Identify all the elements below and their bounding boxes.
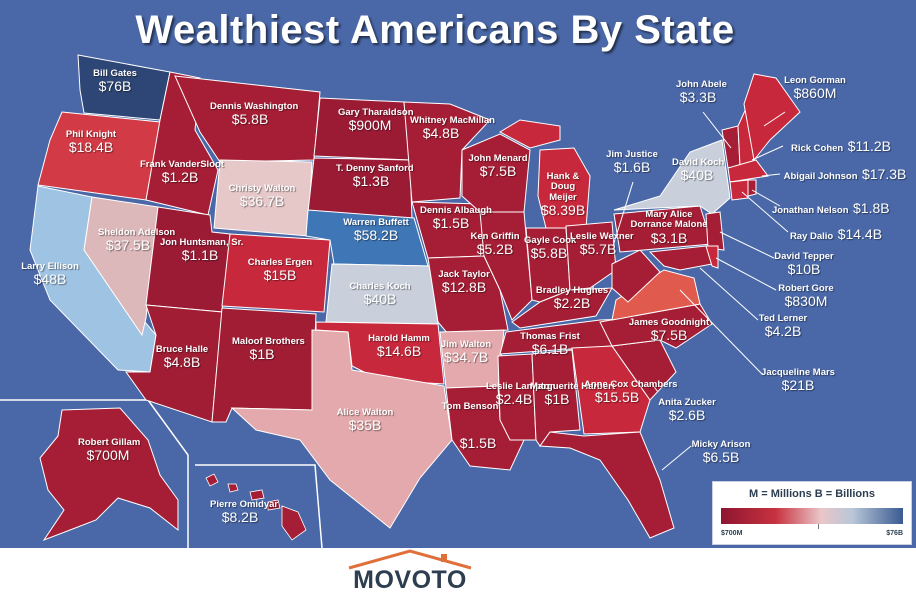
state-ny [613,139,731,215]
label-vt: John Abele $3.3B [676,79,727,106]
legend-min-label: $700M [721,530,743,537]
label-ks: Charles Koch $40B [349,281,411,308]
state-ri [747,179,757,197]
state-nm [211,307,317,423]
state-or [37,111,161,201]
state-ma [727,159,769,183]
state-ga [571,345,651,435]
label-sd: T. Denny Sanford $1.3B [336,163,414,190]
label-ne: Warren Buffett $58.2B [343,217,409,244]
label-wy: Christy Walton $36.7B [228,183,296,210]
label-mo: Jack Taylor $12.8B [438,269,490,296]
inset-frame-line [0,399,189,548]
label-id: Frank VanderSloot $1.2B [140,159,224,186]
label-co: Charles Ergen $15B [247,257,313,284]
state-fl [539,431,675,539]
label-me: Leon Gorman $860M [784,75,846,102]
state-ct [729,179,749,201]
legend-units: M = Millions B = Billions [749,488,875,500]
label-ar: Jim Walton $34.7B [440,339,492,366]
leader-lines [612,111,789,471]
state-wa [77,54,171,121]
state-co [221,233,331,313]
label-ak: Robert Gillam $700M [78,437,141,464]
label-oh: Leslie Wexner $5.7B [570,231,634,258]
state-hi [205,473,307,541]
label-az: Bruce Halle $4.8B [155,344,209,371]
label-ca: Larry Ellison $48B [21,261,79,288]
label-nj: David Tepper $10B [774,251,834,278]
label-md: Ted Lerner $4.2B [758,313,808,340]
state-mi-upper [498,119,561,149]
label-la-value: $1.5B [459,435,497,451]
legend-tick [818,524,819,529]
state-nv [83,196,159,337]
label-pa: Mary Alice Dorrance Malone $3.1B [630,209,708,246]
movoto-logo[interactable]: MOVOTO [353,566,467,594]
label-fl: Micky Arison $6.5B [691,439,751,466]
state-nj [705,211,725,251]
label-wa: Bill Gates $76B [93,68,137,95]
label-tx: Alice Walton $35B [336,407,394,434]
label-nm: Maloof Brothers $1B [232,336,305,363]
state-wv [611,249,661,303]
us-map [0,54,801,548]
legend-max-label: $76B [886,530,903,537]
label-nd: Gary Tharaldson $900M [338,107,414,134]
label-ia: Dennis Albaugh $1.5B [420,205,492,232]
label-de: Robert Gore $830M [778,283,834,310]
label-or: Phil Knight $18.4B [65,129,117,156]
label-ct: Ray Dalio $14.4B [789,226,883,242]
label-wi: John Menard $7.5B [468,153,528,180]
state-ms [497,353,537,441]
state-la [445,385,525,471]
label-in: Gayle Cook $5.8B [524,235,577,262]
label-ut: Jon Huntsman, Sr. $1.1B [160,237,244,264]
label-tn: Thomas Frist $6.1B [520,331,580,358]
state-tx [230,329,453,529]
label-ok: Harold Hamm $14.6B [368,333,430,360]
label-mn: Whitney MacMillan $4.8B [410,115,495,142]
state-oh [565,221,617,291]
state-md [648,245,713,271]
label-ms: Leslie Lampton $2.4B [486,381,556,408]
label-sc: Anita Zucker $2.6B [658,397,716,424]
label-ri: Jonathan Nelson $1.8B [772,200,890,216]
label-ky: Bradley Hughes $2.2B [535,285,609,312]
label-nh: Rick Cohen $11.2B [790,138,892,154]
inset-frame-line [195,464,323,548]
label-il: Ken Griffin $5.2B [470,231,520,258]
state-il [479,211,533,321]
label-ma: Abigail Johnson $17.3B [783,166,907,182]
label-va: Jacqueline Mars $21B [761,367,835,394]
page-title: Wealthiest Americans By State [135,8,735,52]
map-panel: Wealthiest Americans By State Bill Gates… [0,0,916,548]
label-nv: Sheldon Adelson $37.5B [98,227,176,254]
label-ny: David Koch $40B [672,157,725,184]
state-me [743,73,801,162]
state-ak [39,407,179,542]
house-roof-icon [348,549,472,570]
label-ga: Anne Cox Chambers $15.5B [584,379,678,406]
label-nc: James Goodnight $7.5B [628,317,710,344]
state-de [705,245,719,269]
legend-color-scale [721,508,903,524]
label-hi: Pierre Omidyar $8.2B [210,499,279,526]
label-mi: Hank & Doug Meijer $8.39B [540,171,586,219]
label-al: Marguerite Harbert $1B [530,381,615,408]
label-la-name: Tom Benson [441,401,499,412]
legend: M = Millions B = Billions $700M $76B [712,481,912,545]
label-wv: Jim Justice $1.6B [606,149,658,176]
label-mt: Dennis Washington $5.8B [210,101,299,128]
footer [0,548,916,597]
